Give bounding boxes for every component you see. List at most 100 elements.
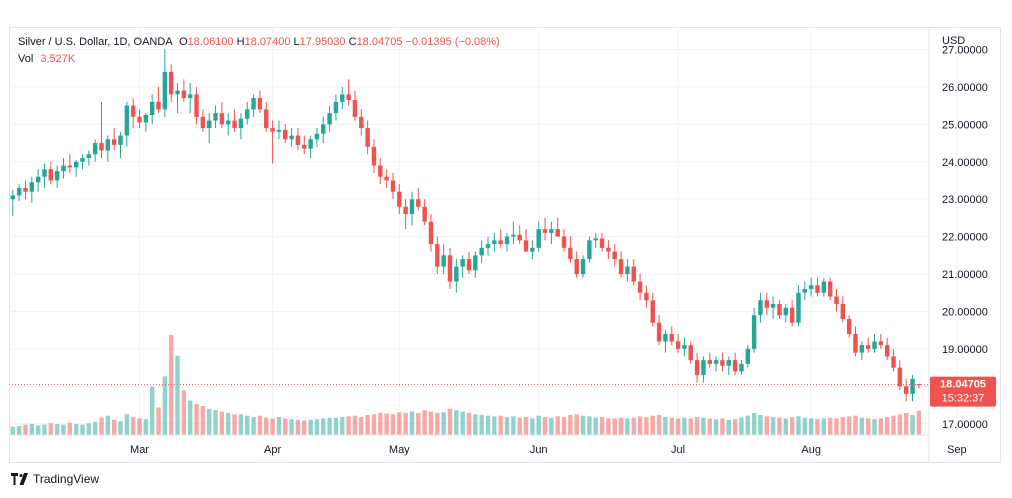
- candle-body: [878, 341, 884, 346]
- volume-bar: [783, 418, 789, 435]
- candle-body: [340, 94, 345, 102]
- candle-body: [447, 255, 453, 282]
- candle-body: [124, 105, 130, 136]
- volume-bar: [568, 415, 573, 435]
- candle-body: [910, 378, 915, 394]
- close-label: C: [348, 36, 357, 48]
- candle-body: [130, 105, 136, 117]
- candle-body: [701, 360, 706, 376]
- candle-body: [371, 146, 377, 166]
- candle-body: [207, 120, 212, 129]
- candle-body: [675, 341, 681, 349]
- volume-bar: [92, 421, 98, 435]
- volume-bar: [739, 417, 744, 435]
- time-axis[interactable]: Mar Apr May Jun Jul Aug Sep: [130, 444, 967, 456]
- volume-bar: [650, 415, 655, 435]
- volume-bar: [403, 412, 408, 435]
- volume-bar: [409, 411, 415, 435]
- volume-bar: [447, 408, 453, 435]
- volume-bar: [245, 415, 250, 435]
- candle-body: [99, 143, 104, 151]
- candle-body: [23, 187, 28, 192]
- candle-body: [859, 345, 865, 353]
- candle-body: [644, 292, 649, 301]
- price-chart[interactable]: 17.0000018.0000019.0000020.0000021.00000…: [9, 27, 1001, 463]
- time-tick-label: Mar: [130, 444, 149, 456]
- volume-bar: [688, 418, 693, 435]
- candle-body: [428, 221, 434, 245]
- candle-body: [511, 234, 516, 237]
- volume-bar: [802, 417, 808, 435]
- low-value: 17.95030: [299, 36, 346, 48]
- price-tick-label: 22.00000: [942, 232, 988, 244]
- time-tick-label: Sep: [947, 444, 967, 456]
- candle-body: [808, 285, 814, 290]
- candle-body: [302, 144, 307, 149]
- time-tick-label: Apr: [264, 444, 281, 456]
- volume-bar: [542, 417, 548, 435]
- candle-body: [517, 234, 522, 241]
- low-label: L: [293, 36, 300, 48]
- volume-bar: [346, 416, 351, 435]
- candle-body: [245, 109, 250, 119]
- ohlc-legend: Silver / U.S. Dollar, 1D, OANDA O18.0610…: [18, 36, 500, 48]
- volume-bar: [276, 417, 282, 435]
- candle-body: [390, 180, 396, 192]
- volume-bar: [416, 412, 421, 435]
- price-axis[interactable]: 17.0000018.0000019.0000020.0000021.00000…: [942, 44, 988, 430]
- volume-bar: [466, 412, 472, 435]
- candle-body: [625, 266, 630, 275]
- volume-bar: [194, 403, 199, 435]
- volume-label[interactable]: Vol: [18, 53, 34, 65]
- volume-bar: [124, 414, 130, 435]
- volume-bar: [694, 417, 700, 435]
- candle-body: [479, 247, 484, 256]
- candle-body: [466, 259, 472, 271]
- brand-name: TradingView: [33, 472, 100, 486]
- candle-body: [473, 255, 478, 271]
- volume-bar: [758, 415, 763, 435]
- volume-bar: [530, 418, 535, 435]
- candle-body: [783, 307, 789, 316]
- candle-body: [606, 247, 611, 252]
- volume-bar: [669, 417, 674, 435]
- candle-body: [536, 229, 541, 248]
- candle-body: [321, 124, 326, 134]
- volume-bar: [181, 390, 187, 435]
- volume-bar: [612, 418, 617, 435]
- volume-bar: [390, 414, 396, 435]
- volume-bar: [644, 417, 649, 435]
- volume-bar: [815, 419, 820, 435]
- candle-body: [409, 199, 415, 215]
- high-value: 18.07400: [244, 36, 291, 48]
- time-tick-label: Jul: [671, 444, 685, 456]
- volume-bar: [821, 418, 827, 435]
- candle-body: [219, 113, 225, 125]
- candle-body: [802, 289, 808, 293]
- volume-bar: [270, 418, 275, 435]
- tradingview-logo[interactable]: TradingView: [11, 472, 99, 486]
- volume-bar: [631, 417, 636, 435]
- symbol-title[interactable]: Silver / U.S. Dollar, 1D, OANDA: [18, 36, 173, 48]
- volume-bar: [333, 417, 339, 435]
- volume-bar: [675, 418, 681, 435]
- volume-bar: [397, 412, 402, 435]
- chart-frame: [9, 27, 1001, 463]
- time-tick-label: Aug: [801, 444, 821, 456]
- volume-bar: [359, 417, 364, 435]
- candle-body: [530, 247, 535, 252]
- volume-bar: [903, 412, 909, 435]
- candle-body: [853, 333, 858, 353]
- volume-bar: [504, 417, 510, 435]
- volume-bar: [549, 417, 554, 435]
- volume-bar: [859, 417, 865, 435]
- candle-body: [872, 341, 877, 349]
- candle-body: [897, 367, 903, 387]
- volume-bar: [143, 419, 149, 435]
- volume-bar: [454, 410, 459, 435]
- volume-bar: [599, 417, 605, 435]
- candle-body: [314, 133, 320, 140]
- volume-bar: [827, 417, 833, 435]
- candle-body: [283, 129, 288, 140]
- volume-bar: [682, 417, 687, 435]
